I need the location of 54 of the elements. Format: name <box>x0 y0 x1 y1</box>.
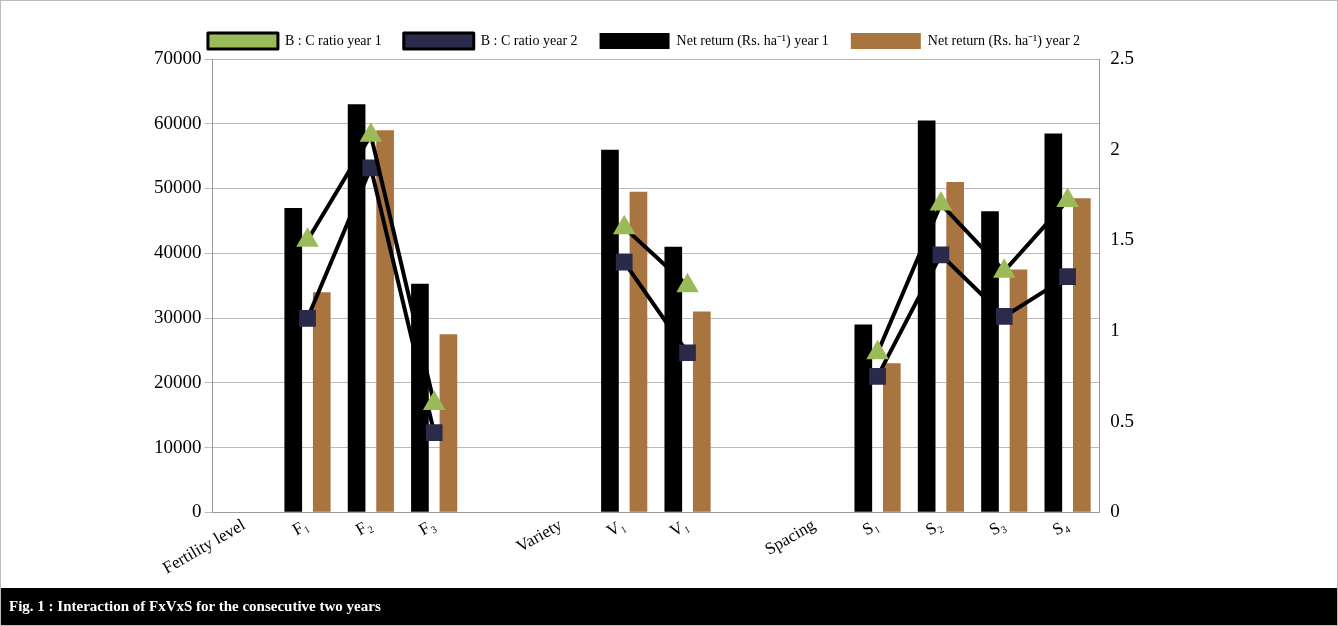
point <box>613 214 636 235</box>
bar <box>854 324 873 512</box>
bar <box>882 363 901 512</box>
bar <box>376 130 394 512</box>
caption: Fig. 1 : Interaction of FxVxS for the consecutive two years <box>1 588 1337 625</box>
point <box>995 308 1013 325</box>
y-tick-label: 20000 <box>154 370 202 392</box>
x-tick-label: F₃ <box>415 514 439 540</box>
x-tick-label: S₄ <box>1049 514 1072 540</box>
bar <box>692 311 711 512</box>
y-tick-label: 70000 <box>154 46 202 68</box>
bar <box>1073 198 1091 512</box>
point <box>679 344 696 362</box>
y2-tick-label: 0.5 <box>1110 409 1134 431</box>
bar <box>946 182 964 512</box>
point <box>615 253 633 271</box>
y-tick-label: 30000 <box>154 306 202 328</box>
point <box>299 309 316 327</box>
bar <box>439 334 458 512</box>
bar <box>312 292 331 512</box>
x-tick-label: F₁ <box>288 515 312 540</box>
x-tick-label: S₂ <box>922 515 946 540</box>
point <box>425 424 443 441</box>
point <box>932 246 950 264</box>
y2-tick-label: 1 <box>1110 318 1120 340</box>
y-tick-label: 0 <box>192 500 202 522</box>
y2-tick-label: 0 <box>1110 500 1120 522</box>
legend-label: Net return (Rs. ha⁻¹) year 1 <box>676 32 829 49</box>
point <box>361 124 381 142</box>
point <box>1057 189 1078 207</box>
x-tick-label: S₃ <box>985 514 1009 540</box>
x-tick-label: S₁ <box>858 515 882 540</box>
point <box>297 229 318 247</box>
y2-tick-label: 2.5 <box>1110 46 1134 68</box>
x-tick-label: V₁ <box>603 515 629 541</box>
y-tick-label: 10000 <box>154 435 202 457</box>
bar <box>629 191 648 512</box>
y-tick-label: 40000 <box>154 241 202 263</box>
point <box>869 367 886 385</box>
point <box>1059 268 1076 285</box>
bar <box>601 149 619 512</box>
y-tick-label: 50000 <box>154 176 202 198</box>
bar <box>284 207 303 512</box>
y2-tick-label: 2 <box>1110 137 1120 159</box>
legend-label: Net return (Rs. ha⁻¹) year 2 <box>927 32 1081 49</box>
y2-tick-label: 1.5 <box>1110 228 1134 250</box>
x-tick-label: F₂ <box>352 515 376 540</box>
legend-label: B : C ratio year 2 <box>480 32 578 48</box>
legend-label: B : C ratio year 1 <box>284 32 382 48</box>
bar <box>1009 269 1028 512</box>
x-tick-label: V₁ <box>666 515 692 541</box>
point <box>931 193 951 211</box>
y-tick-label: 60000 <box>154 111 202 133</box>
point <box>994 260 1015 278</box>
